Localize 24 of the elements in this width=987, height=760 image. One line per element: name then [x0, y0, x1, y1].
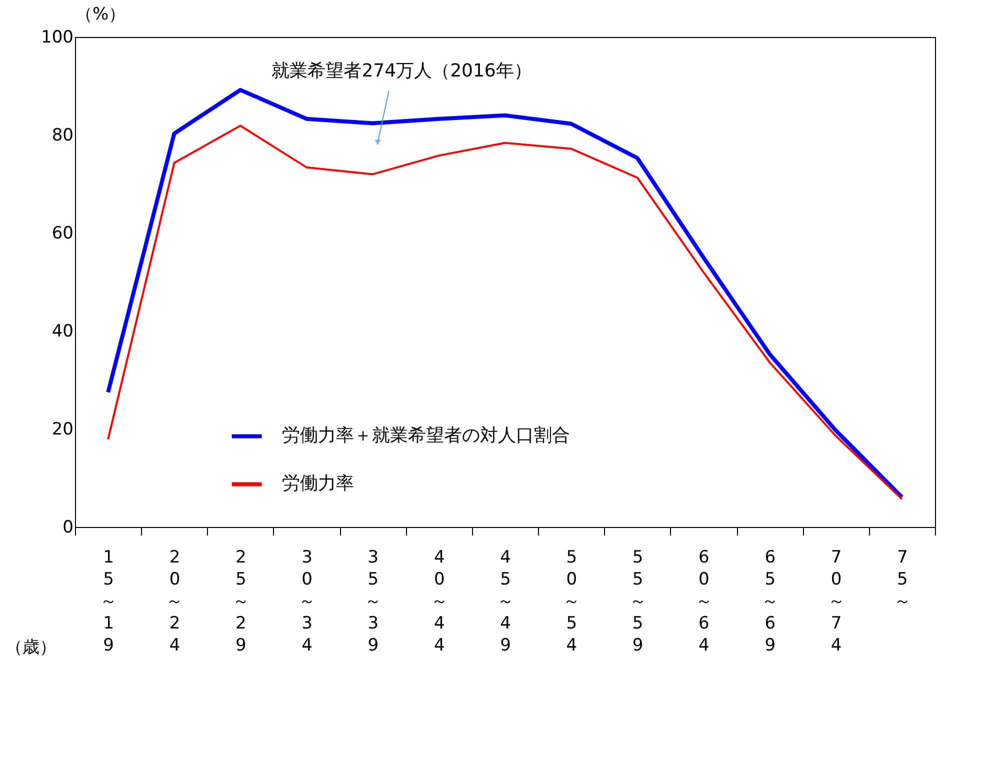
x-tick-label: 30～34	[298, 548, 316, 656]
x-tick-label: 15～19	[100, 548, 118, 656]
x-tick-label: 25～29	[232, 548, 250, 656]
legend-label: 労働力率＋就業希望者の対人口割合	[282, 425, 570, 446]
x-tick-label: 55～59	[629, 548, 646, 656]
x-tick-label: 65～69	[762, 548, 779, 656]
y-tick-label: 100	[41, 28, 74, 48]
x-tick-label: 45～49	[497, 548, 514, 656]
x-tick-label: 40～44	[430, 548, 448, 656]
y-tick-label: 0	[62, 518, 74, 538]
x-tick-label: 70～74	[828, 548, 845, 656]
x-tick-label: 20～24	[166, 548, 184, 656]
x-tick-label: 35～39	[364, 548, 382, 656]
x-tick-label: 75～	[894, 548, 911, 612]
y-tick-label: 20	[52, 420, 74, 440]
x-tick-label: 60～64	[695, 548, 712, 656]
annotation: 就業希望者274万人（2016年）	[272, 60, 532, 82]
y-axis-title: （%）	[76, 4, 126, 24]
y-tick-label: 60	[52, 224, 74, 244]
legend-label: 労働力率	[282, 473, 354, 494]
y-tick-label: 40	[52, 322, 74, 342]
x-axis-title: （歳）	[6, 638, 56, 658]
y-tick-label: 80	[52, 126, 74, 146]
x-tick-label: 50～54	[563, 548, 580, 656]
